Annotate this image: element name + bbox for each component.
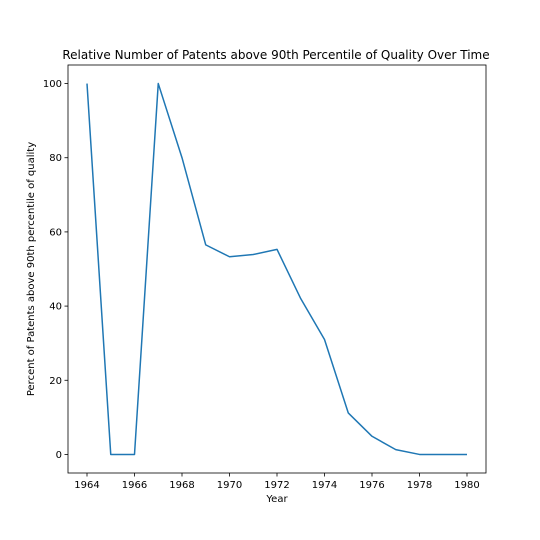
y-tick-label: 40 xyxy=(49,302,62,313)
y-tick-label: 100 xyxy=(43,79,62,90)
y-tick-label: 60 xyxy=(49,227,62,238)
x-tick-label: 1970 xyxy=(217,480,242,491)
x-tick-label: 1968 xyxy=(169,480,194,491)
chart-title: Relative Number of Patents above 90th Pe… xyxy=(62,48,489,62)
x-tick-label: 1978 xyxy=(407,480,432,491)
x-tick-label: 1964 xyxy=(74,480,99,491)
x-tick-label: 1966 xyxy=(122,480,147,491)
y-tick-label: 80 xyxy=(49,153,62,164)
x-tick-label: 1980 xyxy=(454,480,479,491)
y-tick-label: 0 xyxy=(56,450,62,461)
x-tick-label: 1972 xyxy=(264,480,289,491)
x-axis-label: Year xyxy=(265,494,288,505)
y-tick-label: 20 xyxy=(49,376,62,387)
x-tick-label: 1976 xyxy=(359,480,384,491)
y-axis-label: Percent of Patents above 90th percentile… xyxy=(26,142,37,396)
x-tick-label: 1974 xyxy=(312,480,337,491)
